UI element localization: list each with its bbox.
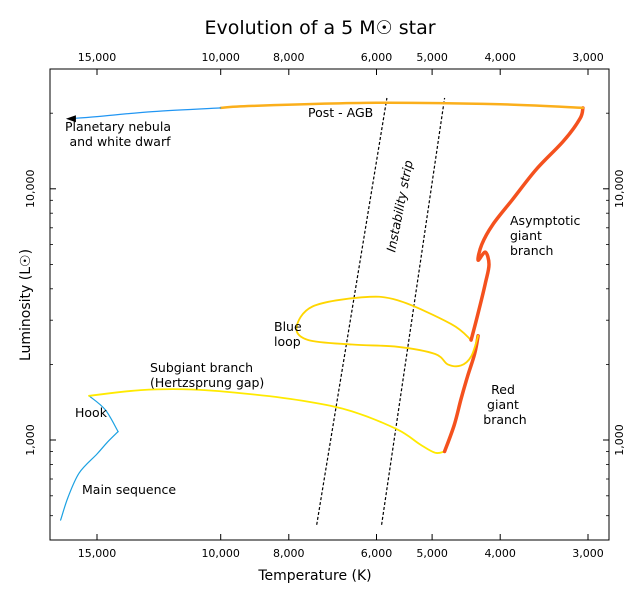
- x-tick-label-bottom: 8,000: [273, 547, 305, 560]
- x-tick-label-top: 8,000: [273, 51, 305, 64]
- annotation-line: loop: [274, 334, 301, 349]
- series-post-agb: [219, 101, 585, 110]
- annotation-line: branch: [483, 412, 526, 427]
- instability-strip-left-edge: [316, 97, 388, 525]
- x-axis-title: Temperature (K): [257, 568, 371, 584]
- annotation-line: (Hertzsprung gap): [150, 375, 264, 390]
- x-tick-label-top: 15,000: [78, 51, 117, 64]
- plot-frame: [49, 68, 610, 541]
- y-tick-label-left: 1,000: [24, 424, 37, 456]
- annotation-hook: Hook: [75, 405, 108, 420]
- x-tick-label-bottom: 6,000: [361, 547, 393, 560]
- x-tick-label-top: 10,000: [201, 51, 240, 64]
- instability-strip: [316, 97, 446, 525]
- y-axis-title: Luminosity (L☉): [18, 249, 34, 361]
- arrowhead-icon: [65, 115, 76, 123]
- series-asymptotic-giant-branch: [469, 106, 585, 342]
- annotation-line: giant: [510, 228, 542, 243]
- series-main-sequence: [60, 431, 119, 521]
- instability-strip-label: Instability strip: [383, 159, 416, 253]
- annotation-line: Asymptotic: [510, 213, 580, 228]
- series-red-giant-branch: [442, 334, 480, 454]
- annotation-post-agb: Post - AGB: [308, 105, 373, 120]
- x-tick-label-bottom: 4,000: [484, 547, 516, 560]
- x-tick-label-bottom: 5,000: [416, 547, 448, 560]
- x-tick-label-top: 6,000: [361, 51, 393, 64]
- y-tick-label-left: 10,000: [24, 170, 37, 209]
- axis-ticks: 15,000 15,000 10,000 10,000 8,000 8,000 6,000 6…: [24, 51, 626, 560]
- x-tick-label-top: 4,000: [484, 51, 516, 64]
- annotation-line: Planetary nebula: [65, 119, 171, 134]
- y-tick-label-right: 10,000: [613, 170, 626, 209]
- annotation-line: giant: [487, 397, 519, 412]
- annotation-agb: Asymptotic giant branch: [510, 213, 584, 258]
- annotation-line: Subgiant branch: [150, 360, 253, 375]
- annotation-blue-loop: Blue loop: [274, 319, 306, 349]
- x-tick-label-bottom: 3,000: [572, 547, 604, 560]
- y-tick-label-right: 1,000: [613, 424, 626, 456]
- series-hook: [88, 395, 119, 433]
- instability-strip-right-edge: [381, 97, 446, 525]
- x-tick-label-bottom: 15,000: [78, 547, 117, 560]
- annotation-line: Red: [491, 382, 515, 397]
- series-subgiant-branch: [88, 388, 446, 454]
- annotation-main-sequence: Main sequence: [82, 482, 176, 497]
- x-tick-label-top: 3,000: [572, 51, 604, 64]
- annotation-planetary-nebula: Planetary nebula and white dwarf: [65, 119, 175, 149]
- annotation-subgiant-branch: Subgiant branch (Hertzsprung gap): [150, 360, 264, 390]
- annotation-line: and white dwarf: [69, 134, 171, 149]
- annotation-red-giant-branch: Red giant branch: [483, 382, 526, 427]
- series-blue-loop: [295, 295, 479, 368]
- annotation-line: Blue: [274, 319, 302, 334]
- annotation-line: branch: [510, 243, 553, 258]
- x-tick-label-bottom: 10,000: [201, 547, 240, 560]
- x-tick-label-top: 5,000: [416, 51, 448, 64]
- series-planetary-nebula-and-white-dwarf: [67, 107, 222, 120]
- series-layer: [60, 101, 585, 521]
- chart-title: Evolution of a 5 M☉ star: [204, 17, 435, 39]
